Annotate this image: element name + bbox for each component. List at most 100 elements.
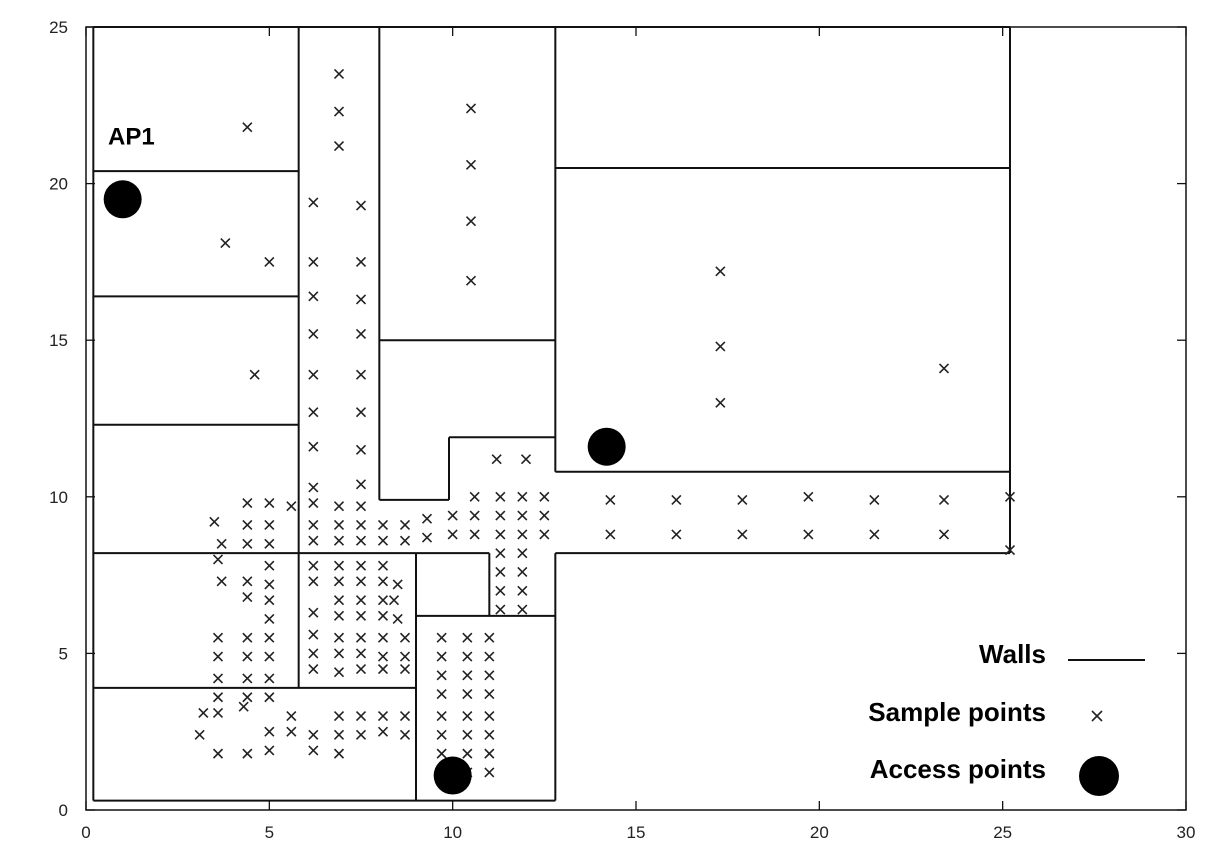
sample-point (212, 651, 224, 662)
sample-point (264, 726, 275, 737)
sample-point (242, 651, 253, 662)
sample-point (355, 369, 367, 380)
sample-point (484, 710, 495, 722)
sample-point (212, 748, 224, 759)
sample-point (421, 513, 433, 524)
sample-point (377, 726, 389, 737)
sample-point (495, 566, 506, 578)
sample-point (399, 632, 411, 643)
sample-point (462, 670, 473, 681)
legend-walls-label: Walls (979, 639, 1046, 669)
sample-point (308, 369, 319, 380)
sample-point (484, 670, 495, 681)
sample-point (249, 369, 260, 380)
sample-point (333, 501, 345, 512)
sample-point (484, 632, 495, 643)
sample-point (308, 729, 319, 740)
sample-point (308, 648, 319, 659)
x-tick-label: 30 (1177, 823, 1196, 842)
sample-point (242, 497, 253, 509)
sample-point (938, 363, 950, 374)
sample-point (484, 729, 495, 740)
sample-point (715, 266, 726, 277)
sample-point (212, 673, 224, 684)
sample-point (264, 579, 275, 590)
sample-point (333, 576, 345, 587)
sample-point (264, 538, 275, 549)
sample-point (333, 560, 345, 571)
sample-point (242, 632, 253, 643)
sample-point (286, 501, 297, 512)
sample-point (308, 328, 319, 340)
sample-point (308, 441, 319, 452)
sample-point (737, 529, 748, 540)
sample-point (308, 535, 319, 546)
sample-point (242, 673, 253, 684)
sample-point (484, 748, 495, 759)
sample-point (377, 632, 389, 643)
sample-point (869, 529, 880, 540)
sample-point (465, 275, 477, 286)
sample-point (715, 341, 726, 352)
sample-point (355, 501, 367, 512)
sample-point (495, 510, 506, 521)
sample-point (377, 710, 389, 722)
x-tick-label: 25 (993, 823, 1012, 842)
sample-point (333, 68, 345, 80)
sample-point (1004, 491, 1016, 502)
sample-point (216, 538, 227, 549)
sample-point (355, 610, 367, 621)
sample-point (333, 535, 345, 546)
sample-point (212, 692, 224, 703)
sample-point (495, 585, 506, 596)
y-tick-label: 10 (49, 488, 68, 507)
sample-point (238, 701, 249, 712)
sample-point (264, 519, 275, 531)
sample-point (242, 576, 253, 587)
sample-point (399, 710, 411, 722)
sample-point (212, 707, 224, 718)
sample-point (355, 256, 367, 267)
sample-point (308, 197, 319, 208)
y-tick-label: 0 (59, 801, 68, 820)
sample-point (355, 595, 367, 606)
sample-point (465, 103, 477, 114)
sample-point (333, 595, 345, 606)
sample-point (333, 748, 345, 759)
x-axis: 0 5 10 15 20 25 30 (81, 27, 1195, 842)
sample-point (308, 663, 319, 675)
sample-point (388, 595, 400, 606)
x-tick-label: 15 (627, 823, 646, 842)
sample-point (377, 651, 389, 662)
sample-point (220, 238, 231, 249)
sample-point (264, 613, 275, 625)
sample-point (399, 519, 411, 531)
sample-point (355, 479, 367, 490)
y-tick-label: 15 (49, 331, 68, 350)
sample-point (355, 294, 367, 305)
access-point (433, 756, 472, 795)
sample-point (517, 604, 528, 615)
sample-point (377, 610, 389, 621)
sample-point (242, 748, 253, 759)
sample-point (436, 689, 447, 700)
sample-point (539, 510, 550, 521)
sample-point (264, 497, 275, 509)
sample-point (462, 651, 473, 662)
sample-point (286, 710, 297, 722)
sample-point (671, 529, 682, 540)
sample-point (264, 651, 275, 662)
legend: Walls Sample points Access points (868, 639, 1145, 796)
y-tick-label: 25 (49, 18, 68, 37)
sample-point (938, 494, 950, 505)
sample-point (242, 519, 253, 531)
sample-point (198, 707, 209, 718)
sample-point (264, 256, 275, 267)
sample-point (308, 497, 319, 509)
sample-point (436, 748, 447, 759)
sample-point (399, 663, 411, 675)
sample-point (355, 632, 367, 643)
sample-point (495, 529, 506, 540)
sample-point (462, 729, 473, 740)
